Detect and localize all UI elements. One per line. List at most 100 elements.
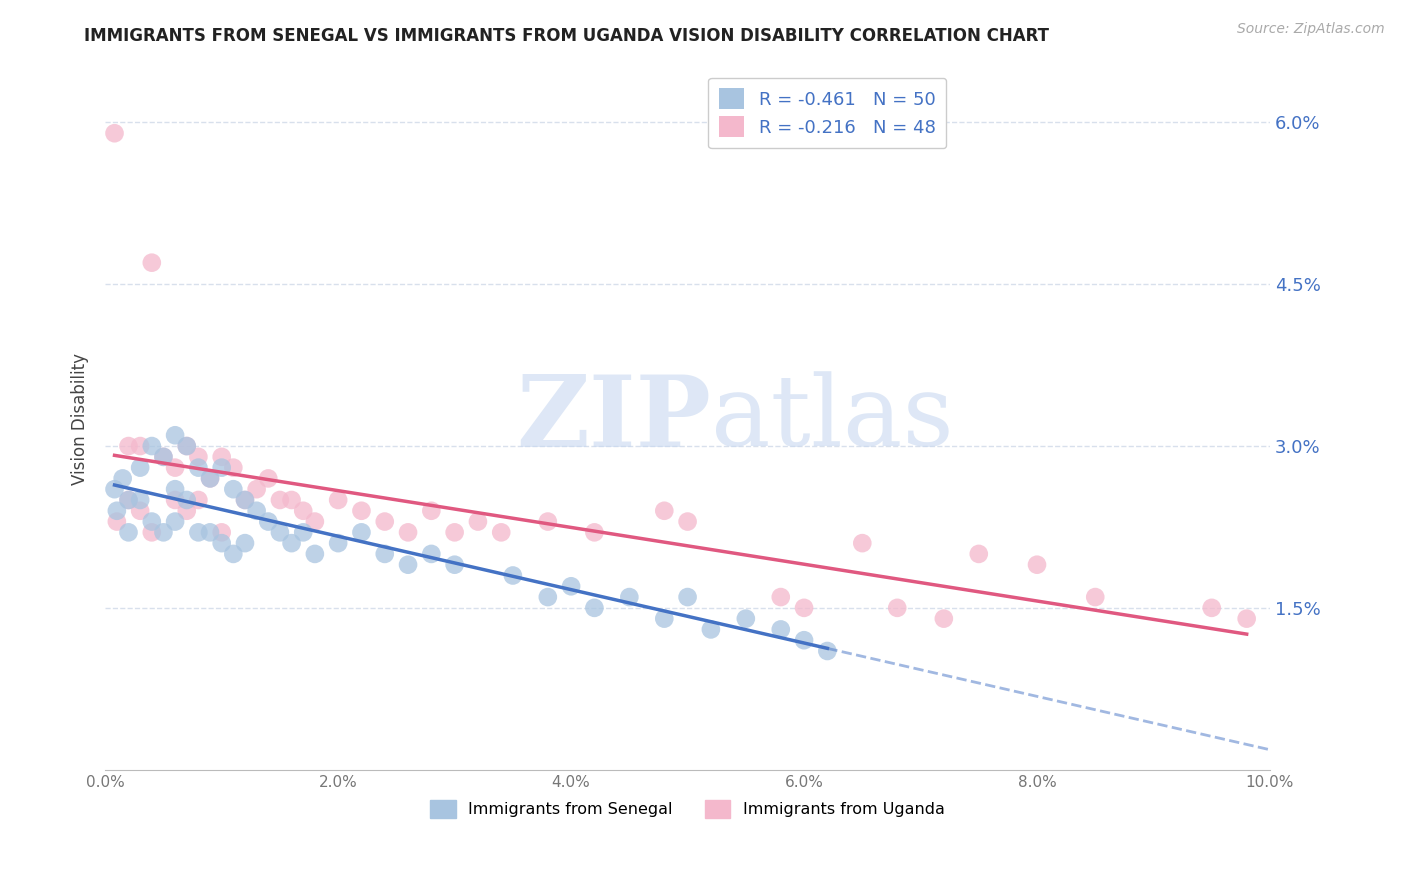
Point bbox=[1026, 558, 1049, 572]
Point bbox=[222, 482, 245, 496]
Point bbox=[141, 525, 163, 540]
Y-axis label: Vision Disability: Vision Disability bbox=[72, 353, 89, 485]
Point bbox=[328, 493, 350, 508]
Point bbox=[489, 525, 512, 540]
Point bbox=[374, 547, 396, 561]
Point bbox=[198, 471, 221, 485]
Point bbox=[165, 493, 187, 508]
Point bbox=[292, 525, 315, 540]
Point bbox=[165, 460, 187, 475]
Point bbox=[129, 504, 152, 518]
Point bbox=[187, 450, 209, 464]
Point bbox=[117, 493, 139, 508]
Point bbox=[967, 547, 990, 561]
Point bbox=[176, 493, 198, 508]
Legend: Immigrants from Senegal, Immigrants from Uganda: Immigrants from Senegal, Immigrants from… bbox=[423, 794, 952, 825]
Point bbox=[141, 255, 163, 269]
Point bbox=[420, 504, 443, 518]
Point bbox=[187, 493, 209, 508]
Point bbox=[396, 525, 419, 540]
Text: Source: ZipAtlas.com: Source: ZipAtlas.com bbox=[1237, 22, 1385, 37]
Point bbox=[117, 525, 139, 540]
Point bbox=[165, 482, 187, 496]
Point bbox=[851, 536, 873, 550]
Point bbox=[222, 460, 245, 475]
Point bbox=[932, 612, 955, 626]
Point bbox=[537, 590, 560, 604]
Point bbox=[537, 515, 560, 529]
Point bbox=[141, 439, 163, 453]
Point bbox=[129, 493, 152, 508]
Point bbox=[676, 515, 699, 529]
Point bbox=[280, 536, 302, 550]
Point bbox=[328, 536, 350, 550]
Point bbox=[374, 515, 396, 529]
Point bbox=[652, 504, 675, 518]
Text: IMMIGRANTS FROM SENEGAL VS IMMIGRANTS FROM UGANDA VISION DISABILITY CORRELATION : IMMIGRANTS FROM SENEGAL VS IMMIGRANTS FR… bbox=[84, 27, 1049, 45]
Point bbox=[560, 579, 582, 593]
Point bbox=[769, 623, 792, 637]
Point bbox=[1201, 600, 1223, 615]
Point bbox=[117, 493, 139, 508]
Point bbox=[187, 525, 209, 540]
Point bbox=[280, 493, 302, 508]
Point bbox=[152, 450, 174, 464]
Point bbox=[443, 525, 465, 540]
Point bbox=[129, 460, 152, 475]
Point bbox=[105, 515, 128, 529]
Point bbox=[233, 493, 256, 508]
Point bbox=[1084, 590, 1107, 604]
Point bbox=[103, 482, 125, 496]
Point bbox=[1236, 612, 1258, 626]
Point bbox=[152, 450, 174, 464]
Point bbox=[396, 558, 419, 572]
Point bbox=[211, 525, 233, 540]
Point bbox=[350, 525, 373, 540]
Point bbox=[676, 590, 699, 604]
Point bbox=[734, 612, 756, 626]
Point bbox=[165, 428, 187, 442]
Point bbox=[222, 547, 245, 561]
Point bbox=[152, 525, 174, 540]
Point bbox=[257, 471, 280, 485]
Point bbox=[292, 504, 315, 518]
Point bbox=[350, 504, 373, 518]
Point bbox=[304, 515, 326, 529]
Point bbox=[443, 558, 465, 572]
Point bbox=[502, 568, 524, 582]
Point bbox=[304, 547, 326, 561]
Point bbox=[111, 471, 134, 485]
Point bbox=[886, 600, 908, 615]
Point bbox=[700, 623, 723, 637]
Text: ZIP: ZIP bbox=[516, 370, 711, 467]
Point bbox=[233, 493, 256, 508]
Point bbox=[815, 644, 838, 658]
Point bbox=[619, 590, 641, 604]
Point bbox=[176, 439, 198, 453]
Point bbox=[176, 504, 198, 518]
Point bbox=[105, 504, 128, 518]
Point bbox=[246, 504, 269, 518]
Point bbox=[198, 471, 221, 485]
Point bbox=[165, 515, 187, 529]
Point bbox=[187, 460, 209, 475]
Point bbox=[420, 547, 443, 561]
Point bbox=[269, 493, 291, 508]
Point bbox=[583, 525, 606, 540]
Point bbox=[117, 439, 139, 453]
Point bbox=[583, 600, 606, 615]
Point bbox=[257, 515, 280, 529]
Point bbox=[233, 536, 256, 550]
Point bbox=[211, 536, 233, 550]
Point bbox=[467, 515, 489, 529]
Point bbox=[211, 460, 233, 475]
Point bbox=[793, 600, 815, 615]
Point bbox=[103, 126, 125, 140]
Point bbox=[129, 439, 152, 453]
Point bbox=[793, 633, 815, 648]
Point bbox=[198, 525, 221, 540]
Point bbox=[211, 450, 233, 464]
Point bbox=[141, 515, 163, 529]
Point bbox=[269, 525, 291, 540]
Point bbox=[176, 439, 198, 453]
